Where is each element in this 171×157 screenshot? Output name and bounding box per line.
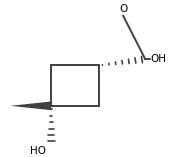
Text: O: O — [119, 4, 127, 14]
Text: OH: OH — [150, 54, 166, 64]
Text: HO: HO — [30, 146, 46, 156]
Polygon shape — [10, 101, 51, 110]
